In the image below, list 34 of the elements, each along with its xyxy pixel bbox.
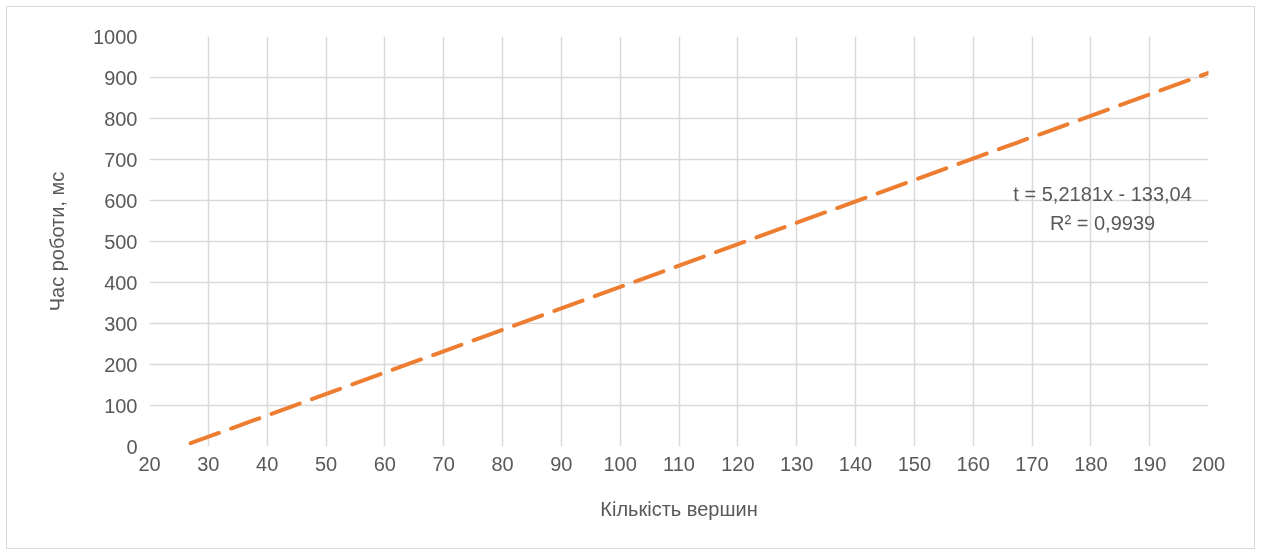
y-tick-label: 800 bbox=[104, 107, 138, 130]
x-tick-label: 130 bbox=[779, 452, 814, 475]
x-tick-label: 190 bbox=[1132, 452, 1167, 475]
x-tick-label: 140 bbox=[838, 452, 873, 475]
x-tick-label: 30 bbox=[197, 452, 220, 475]
annotation: R² = 0,9939 bbox=[1050, 211, 1156, 234]
y-tick-label: 500 bbox=[104, 230, 138, 253]
x-tick-label: 170 bbox=[1015, 452, 1049, 475]
x-tick-label: 180 bbox=[1074, 452, 1108, 475]
x-tick-label: 70 bbox=[432, 452, 455, 475]
x-tick-label: 100 bbox=[603, 452, 637, 475]
x-tick-label: 120 bbox=[721, 452, 755, 475]
y-tick-label: 1000 bbox=[93, 25, 138, 48]
x-axis-title: Кількість вершин bbox=[600, 497, 758, 520]
y-tick-label: 0 bbox=[126, 435, 138, 458]
x-tick-label: 20 bbox=[138, 452, 161, 475]
x-tick-label: 80 bbox=[491, 452, 514, 475]
x-tick-label: 110 bbox=[663, 452, 695, 475]
x-tick-label: 40 bbox=[256, 452, 279, 475]
y-tick-label: 700 bbox=[104, 148, 138, 171]
y-tick-label: 600 bbox=[104, 189, 138, 212]
x-tick-label: 60 bbox=[373, 452, 396, 475]
annotation: t = 5,2181x - 133,04 bbox=[1013, 182, 1192, 205]
x-tick-label: 90 bbox=[550, 452, 573, 475]
y-tick-label: 300 bbox=[104, 312, 138, 335]
y-tick-label: 400 bbox=[104, 271, 138, 294]
y-tick-label: 100 bbox=[104, 394, 138, 417]
x-tick-label: 160 bbox=[956, 452, 990, 475]
y-tick-label: 200 bbox=[104, 353, 138, 376]
y-axis-title: Час роботи, мс bbox=[46, 171, 69, 312]
x-tick-label: 150 bbox=[897, 452, 932, 475]
y-tick-label: 900 bbox=[104, 66, 138, 89]
x-tick-label: 50 bbox=[314, 452, 338, 475]
x-tick-label: 200 bbox=[1191, 452, 1226, 475]
